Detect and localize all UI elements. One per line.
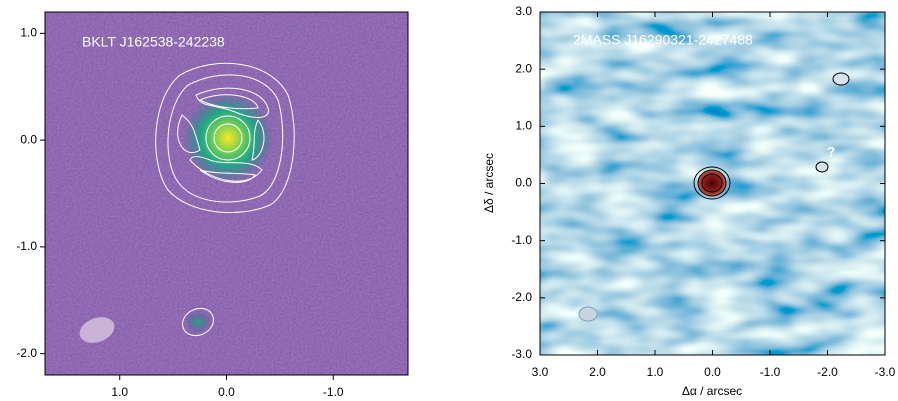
y-tick-label: 1.0 — [20, 26, 37, 40]
mark-label: ? — [827, 144, 836, 160]
y-tick-label: 2.0 — [515, 61, 532, 75]
x-tick-label: -1.0 — [323, 385, 344, 399]
y-tick-label: -2.0 — [16, 346, 37, 360]
x-tick-label: -2.0 — [817, 365, 838, 379]
y-axis-label: Δδ / arcsec — [482, 153, 496, 213]
x-tick-label: 3.0 — [532, 365, 549, 379]
y-tick-label: 3.0 — [515, 4, 532, 18]
y-tick-label: -3.0 — [511, 347, 532, 361]
annotation: BKLT J162538-242238 — [82, 34, 225, 50]
right-image — [539, 11, 886, 356]
annotation: 2MASS J16290321-2427488 — [573, 32, 753, 48]
x-tick-label: 1.0 — [647, 365, 664, 379]
y-tick-label: 0.0 — [20, 132, 37, 146]
x-tick-label: -1.0 — [760, 365, 781, 379]
y-tick-label: 1.0 — [515, 119, 532, 133]
y-tick-label: -2.0 — [511, 290, 532, 304]
y-tick-label: 0.0 — [515, 176, 532, 190]
x-tick-label: 1.0 — [111, 385, 128, 399]
x-tick-label: 2.0 — [589, 365, 606, 379]
y-tick-label: -1.0 — [16, 239, 37, 253]
y-tick-label: -1.0 — [511, 233, 532, 247]
left-image — [44, 11, 409, 376]
x-tick-label: 0.0 — [218, 385, 235, 399]
x-tick-label: 0.0 — [704, 365, 721, 379]
x-tick-label: -3.0 — [875, 365, 896, 379]
x-axis-label: Δα / arcsec — [682, 384, 742, 398]
